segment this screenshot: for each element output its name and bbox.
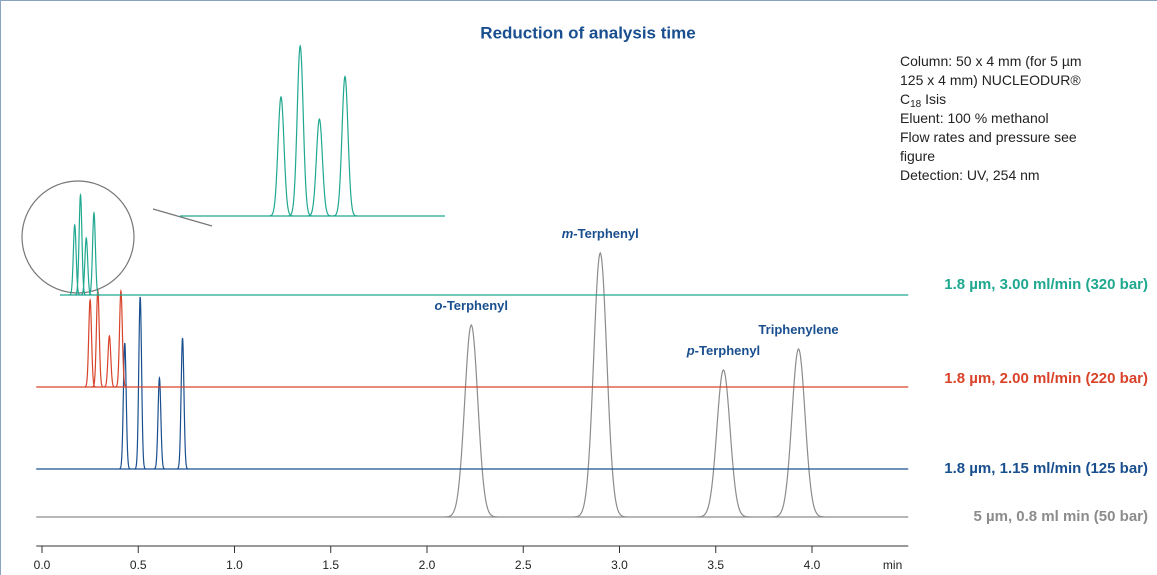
peak-label: m-Terphenyl xyxy=(562,226,639,241)
peak xyxy=(115,288,127,388)
zoom-peak xyxy=(268,95,294,217)
peak xyxy=(74,192,87,296)
peak xyxy=(772,348,825,518)
peak xyxy=(84,298,96,388)
note-line: Flow rates and pressure see xyxy=(900,129,1077,145)
peak xyxy=(92,287,104,388)
zoom-peak xyxy=(288,44,313,217)
x-tick-label: 1.5 xyxy=(322,558,339,572)
peak xyxy=(134,296,146,470)
peak-label-text: -Terphenyl xyxy=(443,298,509,313)
peak xyxy=(445,323,498,518)
peak-label: p-Terphenyl xyxy=(686,343,760,358)
x-tick-label: 0.0 xyxy=(34,558,51,572)
series-label: 5 µm, 0.8 ml min (50 bar) xyxy=(973,508,1148,525)
peak xyxy=(119,342,131,470)
note-line: Column: 50 x 4 mm (for 5 µm xyxy=(900,53,1082,69)
peak xyxy=(697,369,750,518)
peak xyxy=(69,223,81,296)
note-text: C xyxy=(900,91,910,107)
zoom-peak xyxy=(332,75,358,217)
x-tick-label: 3.5 xyxy=(707,558,724,572)
peak-label-italic: p xyxy=(686,343,695,358)
note-text: Column: 50 x 4 mm (for 5 µm xyxy=(900,53,1082,69)
x-tick-label: 0.5 xyxy=(130,558,147,572)
zoom-peak xyxy=(307,117,332,217)
note-text: 125 x 4 mm) NUCLEODUR® xyxy=(900,72,1081,88)
note-text: Flow rates and pressure see xyxy=(900,129,1077,145)
peak-label: o-Terphenyl xyxy=(435,298,508,313)
series-label: 1.8 µm, 3.00 ml/min (320 bar) xyxy=(944,276,1148,293)
x-tick-label: 4.0 xyxy=(804,558,821,572)
peak xyxy=(176,337,189,470)
x-tick-label: 1.0 xyxy=(226,558,243,572)
note-line: figure xyxy=(900,148,935,164)
peak-label-text: -Terphenyl xyxy=(695,343,761,358)
note-line: C18 Isis xyxy=(900,91,946,110)
peak-label-italic: o xyxy=(435,298,443,313)
x-axis-label: min xyxy=(883,558,902,572)
peak xyxy=(103,334,116,388)
peak xyxy=(88,211,100,296)
note-line: Eluent: 100 % methanol xyxy=(900,110,1049,126)
peak xyxy=(574,251,627,518)
peak xyxy=(153,375,166,470)
note-text: figure xyxy=(900,148,935,164)
series-label: 1.8 µm, 1.15 ml/min (125 bar) xyxy=(944,460,1148,477)
zoom-connector xyxy=(152,208,213,227)
note-text: Eluent: 100 % methanol xyxy=(900,110,1049,126)
x-tick-label: 2.0 xyxy=(419,558,436,572)
series-label: 1.8 µm, 2.00 ml/min (220 bar) xyxy=(944,370,1148,387)
note-after: Isis xyxy=(921,91,946,107)
peak-label-text: Triphenylene xyxy=(758,322,838,337)
note-text: Detection: UV, 254 nm xyxy=(900,167,1040,183)
note-line: 125 x 4 mm) NUCLEODUR® xyxy=(900,72,1081,88)
note-sub: 18 xyxy=(910,99,922,110)
peak-label-italic: m xyxy=(562,226,574,241)
peak-label-text: -Terphenyl xyxy=(573,226,639,241)
x-tick-label: 3.0 xyxy=(611,558,628,572)
x-tick-label: 2.5 xyxy=(515,558,532,572)
peak-label: Triphenylene xyxy=(758,322,838,337)
note-line: Detection: UV, 254 nm xyxy=(900,167,1040,183)
chart-title: Reduction of analysis time xyxy=(480,23,695,42)
